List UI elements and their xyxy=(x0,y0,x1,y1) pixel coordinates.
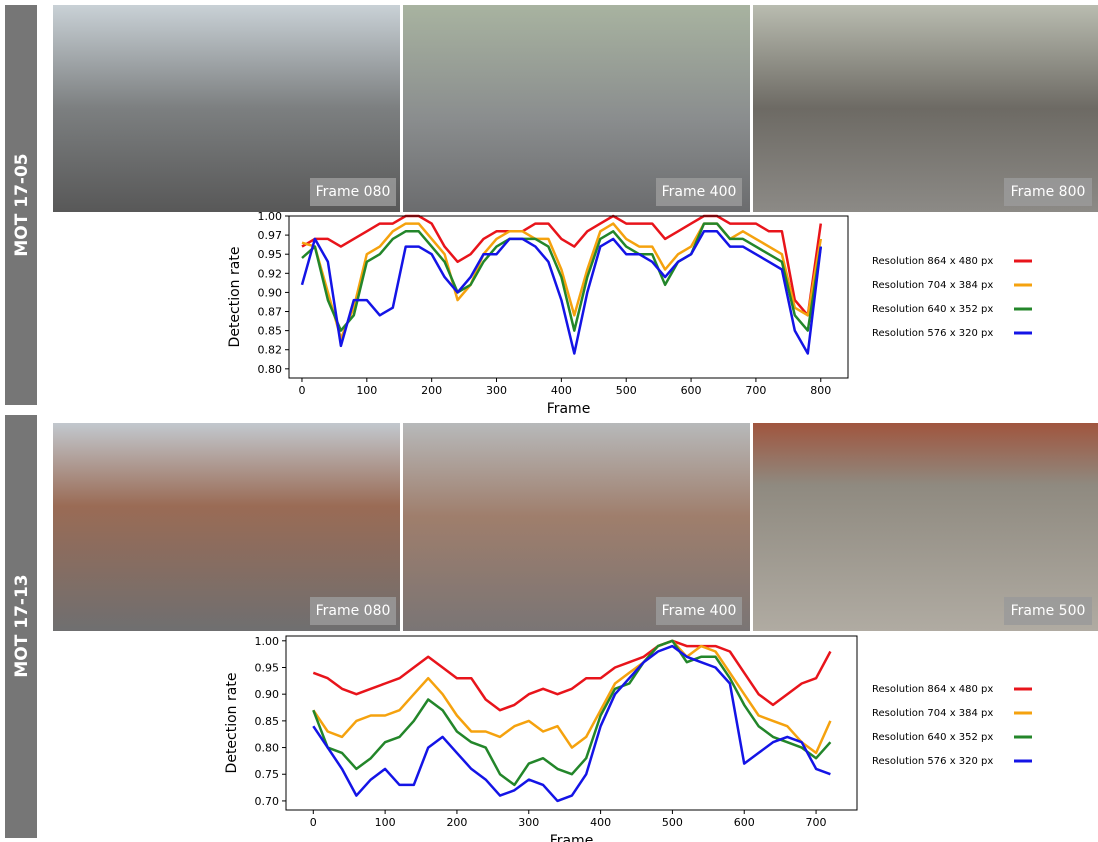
frame-label-box xyxy=(310,178,396,206)
y-tick-label: 0.75 xyxy=(255,768,280,781)
frame-label-box xyxy=(1004,597,1092,625)
legend-label: Resolution 704 x 384 px xyxy=(872,280,993,291)
y-tick-label: 1.00 xyxy=(255,635,280,648)
y-tick-label: 0.90 xyxy=(258,286,283,299)
y-axis-label: Detection rate xyxy=(224,673,240,774)
y-tick-label: 0.92 xyxy=(258,267,283,280)
photo xyxy=(53,5,400,212)
x-tick-label: 300 xyxy=(486,384,507,397)
y-tick-label: 0.82 xyxy=(258,344,283,357)
series-line xyxy=(301,214,823,317)
legend-label: Resolution 576 x 320 px xyxy=(872,328,993,339)
photo xyxy=(403,5,750,212)
x-tick-label: 600 xyxy=(681,384,702,397)
x-tick-label: 100 xyxy=(356,384,377,397)
x-axis-label: Frame xyxy=(550,833,594,842)
legend-label: Resolution 864 x 480 px xyxy=(872,256,993,267)
frame-label-box xyxy=(1004,178,1092,206)
series-line xyxy=(300,230,823,355)
plot-frame xyxy=(285,635,858,811)
series-line xyxy=(312,644,831,803)
legend-label: Resolution 640 x 352 px xyxy=(872,732,993,743)
x-tick-label: 700 xyxy=(806,816,827,829)
y-tick-label: 0.80 xyxy=(255,742,280,755)
frame-label: Frame 800 xyxy=(1011,184,1086,200)
series-line xyxy=(301,222,823,332)
series-line xyxy=(312,639,832,755)
x-axis-label: Frame xyxy=(547,401,591,417)
y-tick-label: 0.80 xyxy=(258,363,283,376)
x-tick-label: 0 xyxy=(298,384,305,397)
panel-label: MOT 17-13 xyxy=(12,574,32,677)
frame-label-box xyxy=(310,597,396,625)
y-tick-label: 0.95 xyxy=(255,661,280,674)
y-tick-label: 0.97 xyxy=(258,229,283,242)
frame-label-box xyxy=(656,597,742,625)
y-tick-label: 0.85 xyxy=(255,715,280,728)
legend-label: Resolution 576 x 320 px xyxy=(872,756,993,767)
x-tick-label: 500 xyxy=(662,816,683,829)
frame-label: Frame 080 xyxy=(316,603,391,619)
x-tick-label: 200 xyxy=(446,816,467,829)
y-axis-label: Detection rate xyxy=(227,247,243,348)
photo xyxy=(753,423,1098,631)
y-tick-label: 0.70 xyxy=(255,795,280,808)
y-tick-label: 0.87 xyxy=(258,306,283,319)
legend-label: Resolution 864 x 480 px xyxy=(872,684,993,695)
x-tick-label: 600 xyxy=(734,816,755,829)
x-tick-label: 500 xyxy=(616,384,637,397)
x-tick-label: 400 xyxy=(590,816,611,829)
x-tick-label: 200 xyxy=(421,384,442,397)
legend-label: Resolution 640 x 352 px xyxy=(872,304,993,315)
x-tick-label: 0 xyxy=(310,816,317,829)
frame-label: Frame 500 xyxy=(1011,603,1086,619)
y-tick-label: 1.00 xyxy=(258,210,283,223)
series-line xyxy=(312,639,832,787)
photo xyxy=(53,423,400,631)
photo xyxy=(753,5,1098,212)
frame-label: Frame 080 xyxy=(316,184,391,200)
photo xyxy=(403,423,750,631)
side-bar xyxy=(5,415,37,838)
x-tick-label: 300 xyxy=(518,816,539,829)
frame-label-box xyxy=(656,178,742,206)
x-tick-label: 400 xyxy=(551,384,572,397)
side-bar xyxy=(5,5,37,405)
x-tick-label: 700 xyxy=(745,384,766,397)
series-line xyxy=(312,639,832,712)
frame-label: Frame 400 xyxy=(662,603,737,619)
y-tick-label: 0.90 xyxy=(255,688,280,701)
x-tick-label: 100 xyxy=(375,816,396,829)
panel-label: MOT 17-05 xyxy=(12,153,32,256)
frame-label: Frame 400 xyxy=(662,184,737,200)
series-line xyxy=(301,222,823,340)
x-tick-label: 800 xyxy=(810,384,831,397)
y-tick-label: 0.85 xyxy=(258,325,283,338)
plot-frame xyxy=(288,215,849,379)
legend-label: Resolution 704 x 384 px xyxy=(872,708,993,719)
y-tick-label: 0.95 xyxy=(258,248,283,261)
